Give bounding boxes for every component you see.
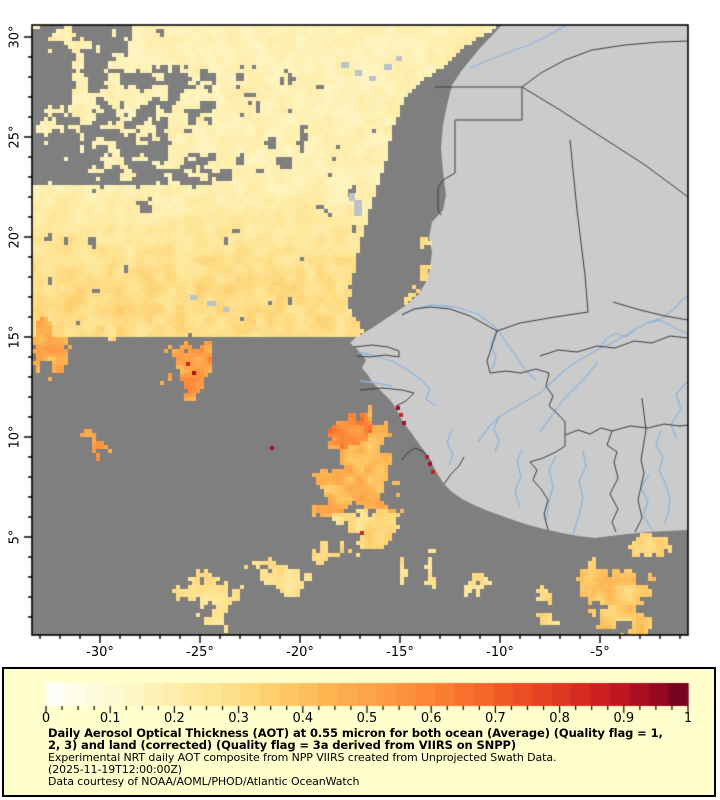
lon-tick-label: -20° <box>286 645 314 660</box>
lat-tick-label: 15° <box>7 325 23 349</box>
colorbar-tick-label: 0.9 <box>613 711 635 726</box>
lon-tick-label: -30° <box>86 645 114 660</box>
map-canvas <box>0 0 720 665</box>
lon-tick-label: -10° <box>486 645 514 660</box>
caption-title-line2: 2, 3) and land (corrected) (Quality flag… <box>48 738 517 752</box>
lon-tick-label: -15° <box>386 645 414 660</box>
caption-timestamp: (2025-11-19T12:00:00Z) <box>48 763 182 776</box>
colorbar-tick-label: 0.5 <box>356 711 378 726</box>
lon-tick-label: -25° <box>186 645 214 660</box>
colorbar-tick-label: 0.6 <box>420 711 442 726</box>
lat-tick-label: 20° <box>7 225 23 249</box>
lat-tick-label: 25° <box>7 125 23 149</box>
caption-title-line1: Daily Aerosol Optical Thickness (AOT) at… <box>48 726 663 740</box>
caption-credit: Data courtesy of NOAA/AOML/PHOD/Atlantic… <box>48 775 360 788</box>
colorbar-canvas <box>40 678 700 720</box>
lat-tick-label: 10° <box>7 425 23 449</box>
lat-tick-label: 5° <box>7 529 23 545</box>
lat-tick-label: 30° <box>7 25 23 49</box>
caption-description: Experimental NRT daily AOT composite fro… <box>48 751 557 764</box>
colorbar-tick-label: 0.4 <box>292 711 314 726</box>
colorbar-tick-label: 0 <box>41 711 51 726</box>
colorbar-tick-label: 0.1 <box>99 711 121 726</box>
colorbar-tick-label: 0.7 <box>485 711 506 726</box>
colorbar-tick-label: 0.2 <box>164 711 185 726</box>
colorbar-tick-label: 1 <box>683 711 693 726</box>
lon-tick-label: -5° <box>590 645 610 660</box>
colorbar-tick-label: 0.3 <box>228 711 249 726</box>
colorbar-tick-label: 0.8 <box>549 711 570 726</box>
